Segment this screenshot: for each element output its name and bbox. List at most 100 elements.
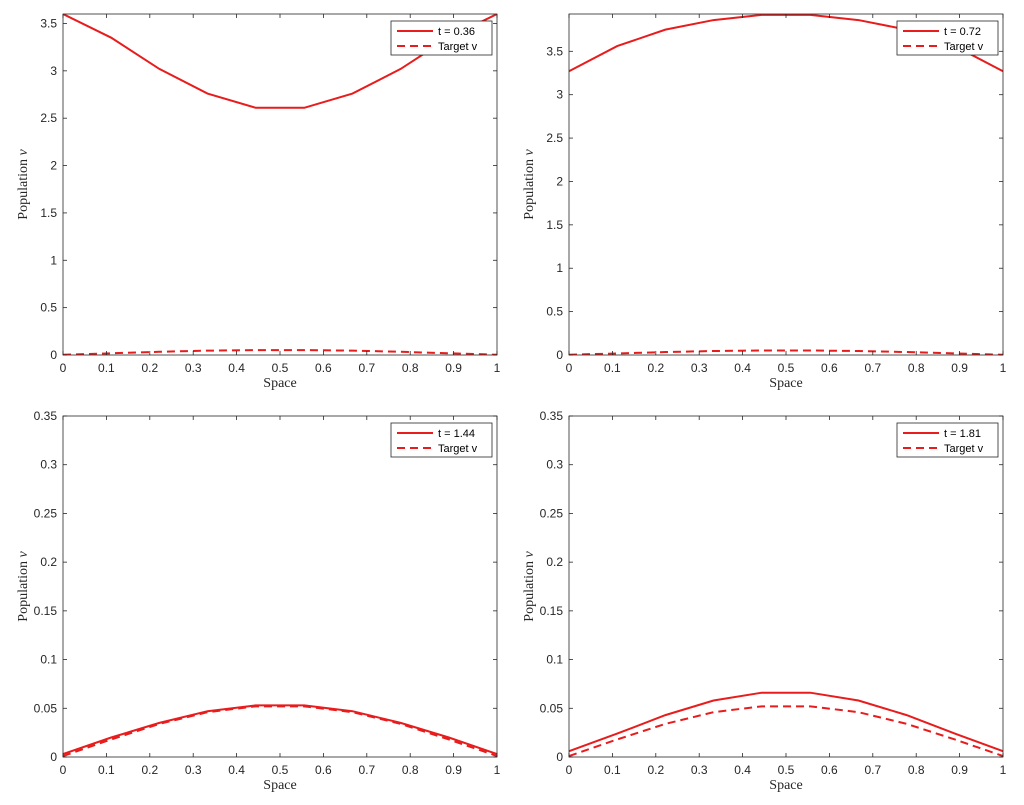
x-tick-label: 0.7 — [864, 361, 881, 375]
x-tick-label: 0.1 — [604, 361, 621, 375]
y-tick-label: 2.5 — [546, 131, 563, 145]
legend-entry: Target v — [944, 41, 984, 53]
y-axis-label-text: Population — [522, 558, 537, 622]
x-tick-label: 0.6 — [315, 361, 332, 375]
x-tick-label: 0.8 — [402, 763, 419, 777]
y-tick-label: 0.1 — [40, 653, 57, 667]
y-tick-label: 0.2 — [546, 555, 563, 569]
legend-2: t = 0.72 Target v — [896, 20, 999, 56]
x-tick-label: 0.3 — [185, 763, 202, 777]
y-axis-label-text: Population — [522, 156, 537, 220]
y-tick-label: 2 — [50, 159, 57, 173]
legend-entry: Target v — [944, 443, 984, 455]
y-tick-label: 3.5 — [40, 16, 57, 30]
x-tick-label: 0.3 — [185, 361, 202, 375]
x-tick-label: 0.2 — [141, 361, 158, 375]
axes-box-1 — [62, 13, 498, 356]
x-tick-label: 0.8 — [402, 361, 419, 375]
x-tick-label: 0.9 — [951, 763, 968, 777]
x-tick-label: 0.7 — [864, 763, 881, 777]
y-tick-label: 0.5 — [40, 301, 57, 315]
legend-box — [390, 422, 493, 458]
x-axis-label: Space — [263, 376, 296, 391]
y-axis-label: Population v — [522, 551, 537, 622]
x-tick-label: 0.3 — [691, 763, 708, 777]
legend-entry: Target v — [438, 443, 478, 455]
x-tick-label: 0.2 — [647, 763, 664, 777]
x-tick-label: 0.9 — [445, 361, 462, 375]
y-tick-label: 0.15 — [34, 604, 58, 618]
x-tick-label: 0.2 — [141, 763, 158, 777]
y-axis-label: Population v — [16, 551, 31, 622]
x-tick-label: 0.8 — [908, 361, 925, 375]
y-tick-label: 1 — [556, 261, 563, 275]
y-axis-label-symbol: v — [522, 551, 537, 558]
y-tick-label: 3.5 — [546, 44, 563, 58]
y-tick-label: 2.5 — [40, 111, 57, 125]
x-tick-label: 0.5 — [778, 763, 795, 777]
x-tick-label: 1 — [494, 763, 501, 777]
y-tick-label: 0.25 — [34, 506, 58, 520]
x-axis-label: Space — [263, 778, 296, 793]
chart-panel-2: 0 0.1 0.2 0.3 0.4 0.5 0.6 0.7 0.8 0.9 1 0 0.5 1 1.5 2 2.… — [522, 13, 1007, 391]
x-tick-label: 0.9 — [445, 763, 462, 777]
x-tick-label: 0.8 — [908, 763, 925, 777]
x-tick-label: 0 — [60, 361, 67, 375]
y-tick-label: 0 — [50, 348, 57, 362]
x-tick-label: 0.5 — [778, 361, 795, 375]
y-tick-label: 2 — [556, 174, 563, 188]
legend-entry: t = 1.81 — [944, 428, 981, 440]
x-tick-label: 0.2 — [647, 361, 664, 375]
target-series-line-2 — [569, 349, 1003, 355]
y-axis-label-symbol: v — [522, 149, 537, 156]
legend-3: t = 1.44 Target v — [390, 422, 493, 458]
y-tick-label: 0.2 — [40, 555, 57, 569]
y-tick-label: 0.3 — [40, 458, 57, 472]
x-tick-label: 0.1 — [98, 763, 115, 777]
legend-box — [390, 20, 493, 56]
y-tick-label: 0.35 — [34, 409, 58, 423]
y-axis-label: Population v — [16, 149, 31, 220]
x-tick-label: 1 — [494, 361, 501, 375]
legend-entry: t = 0.36 — [438, 26, 475, 38]
y-tick-label: 0.3 — [546, 458, 563, 472]
x-tick-label: 0 — [566, 763, 573, 777]
x-tick-label: 0.9 — [951, 361, 968, 375]
x-tick-label: 0 — [60, 763, 67, 777]
y-tick-label: 0 — [50, 750, 57, 764]
target-series-line-1 — [63, 349, 497, 355]
y-tick-label: 3 — [556, 88, 563, 102]
legend-entry: Target v — [438, 41, 478, 53]
y-axis-label-symbol: v — [16, 551, 31, 558]
y-tick-label: 0.35 — [540, 409, 564, 423]
x-tick-label: 0.6 — [821, 361, 838, 375]
time-series-line-4 — [569, 691, 1003, 753]
legend-1: t = 0.36 Target v — [390, 20, 493, 56]
x-tick-label: 0.6 — [821, 763, 838, 777]
y-axis-label: Population v — [522, 149, 537, 220]
legend-entry: t = 0.72 — [944, 26, 981, 38]
y-tick-label: 1.5 — [546, 218, 563, 232]
y-tick-label: 0.15 — [540, 604, 564, 618]
x-tick-label: 0.4 — [734, 763, 751, 777]
legend-box — [896, 422, 999, 458]
x-tick-label: 1 — [1000, 763, 1007, 777]
y-tick-label: 3 — [50, 64, 57, 78]
time-series-line-3 — [63, 704, 497, 756]
x-tick-label: 1 — [1000, 361, 1007, 375]
chart-panel-4: 0 0.1 0.2 0.3 0.4 0.5 0.6 0.7 0.8 0.9 1 0 0.05 0.1 0.1… — [522, 409, 1007, 793]
y-tick-label: 0 — [556, 750, 563, 764]
target-series-line-4 — [569, 705, 1003, 757]
x-tick-label: 0.5 — [272, 763, 289, 777]
chart-panel-1: 0 0.1 0.2 0.3 0.4 0.5 0.6 0.7 0.8 0.9 1 0 0.5 1 1.5 2 2.… — [16, 13, 501, 391]
x-tick-label: 0.3 — [691, 361, 708, 375]
y-tick-label: 0.5 — [546, 305, 563, 319]
chart-panel-3: 0 0.1 0.2 0.3 0.4 0.5 0.6 0.7 0.8 0.9 1 0 0.05 0.1 0.1… — [16, 409, 501, 793]
target-series-line-3 — [63, 705, 497, 757]
x-tick-label: 0.1 — [604, 763, 621, 777]
legend-box — [896, 20, 999, 56]
x-tick-label: 0.4 — [734, 361, 751, 375]
legend-entry: t = 1.44 — [438, 428, 475, 440]
x-tick-label: 0.4 — [228, 361, 245, 375]
